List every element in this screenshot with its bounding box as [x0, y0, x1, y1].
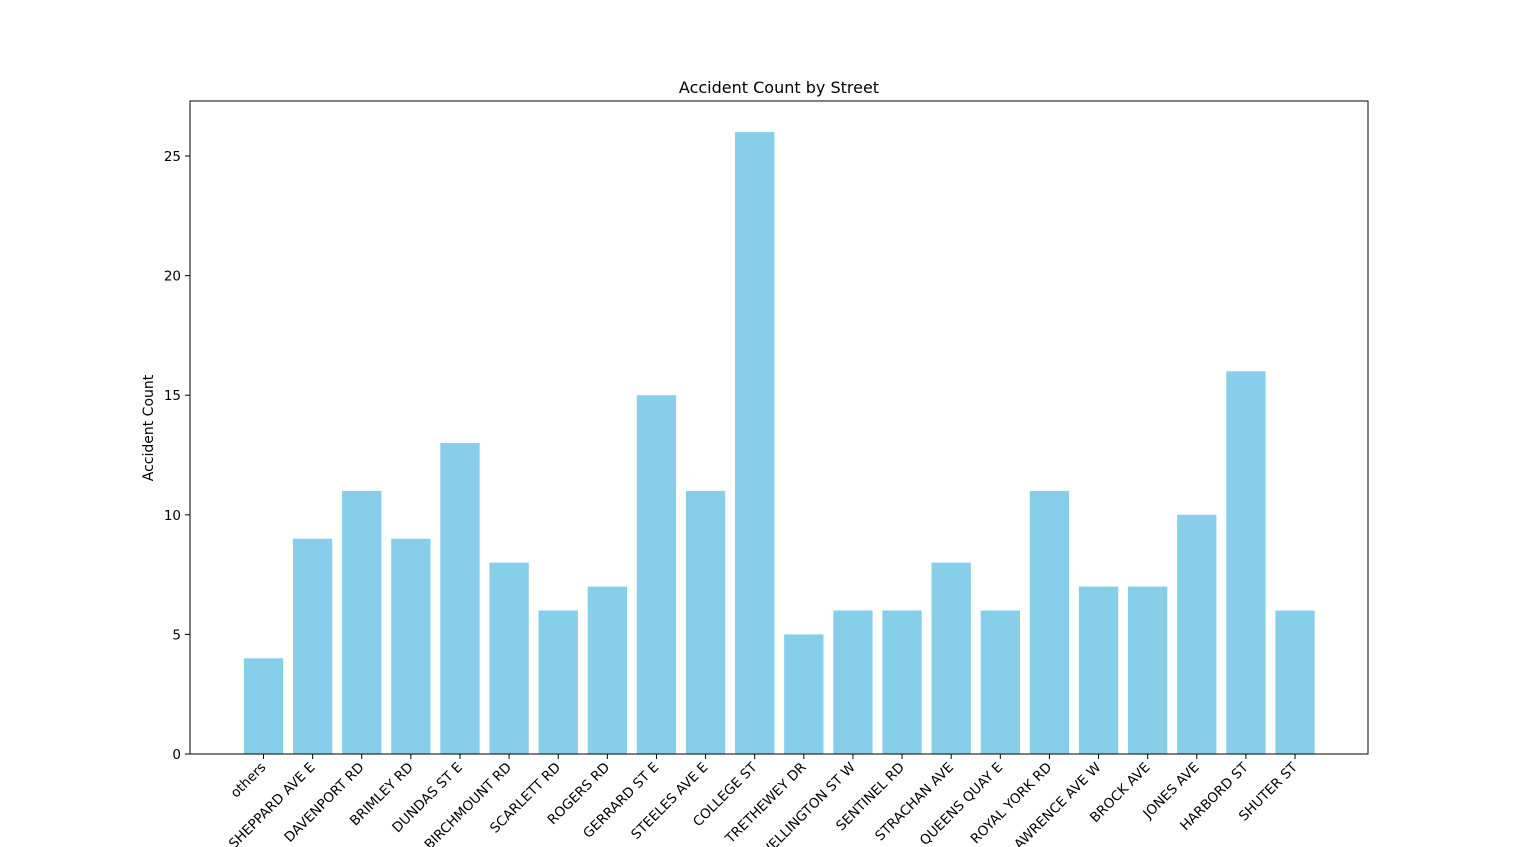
chart-title: Accident Count by Street	[679, 78, 879, 97]
bar	[292, 538, 333, 754]
y-tick-label: 10	[164, 508, 181, 524]
bar	[1128, 586, 1168, 754]
y-tick-label: 15	[164, 388, 181, 404]
bar	[1275, 610, 1315, 754]
bar	[587, 586, 627, 754]
bar	[391, 538, 431, 754]
bar	[636, 395, 677, 754]
y-tick-label: 20	[164, 269, 181, 285]
bar	[1029, 490, 1070, 754]
bar	[538, 610, 578, 754]
bar	[342, 490, 382, 754]
y-tick-label: 25	[164, 149, 181, 165]
bar	[882, 610, 922, 754]
x-tick-label: QUEENS QUAY E	[917, 760, 1006, 847]
bar	[1177, 514, 1217, 754]
bar	[685, 490, 726, 754]
bar	[1226, 371, 1266, 754]
bar	[980, 610, 1020, 754]
bar	[1078, 586, 1119, 754]
x-tick-label: SHEPPARD AVE E	[226, 760, 319, 847]
bar	[440, 443, 480, 754]
y-axis-label: Accident Count	[141, 374, 157, 481]
bars-group	[243, 132, 1315, 755]
plot-frame	[189, 100, 1369, 755]
bar	[931, 562, 971, 754]
bar	[784, 634, 824, 754]
bar	[243, 658, 284, 754]
y-tick-label: 0	[172, 747, 181, 763]
bar	[489, 562, 529, 754]
y-ticks-group: 0 5 10 15 20 25	[164, 149, 190, 763]
x-tick-label: others	[228, 760, 270, 802]
bar	[735, 132, 775, 755]
bar	[833, 610, 873, 754]
y-tick-label: 5	[172, 627, 181, 643]
